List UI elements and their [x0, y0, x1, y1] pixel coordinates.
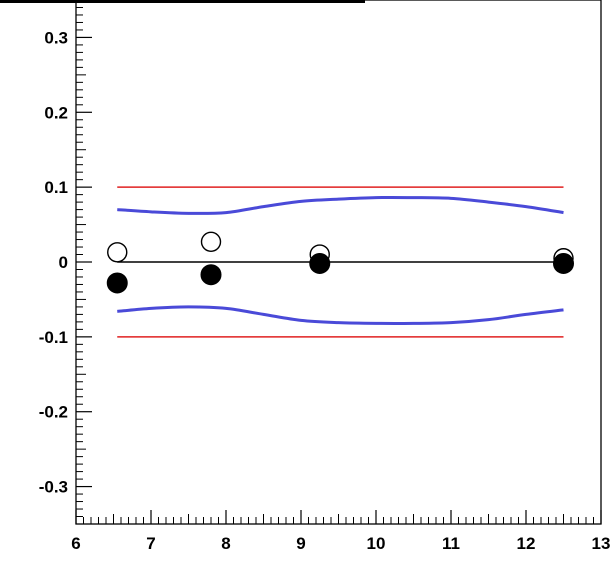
x-tick-label: 6: [71, 534, 80, 553]
x-tick-label: 13: [592, 534, 611, 553]
x-tick-label: 9: [296, 534, 305, 553]
open-circle-point: [200, 231, 222, 252]
envelope-curve: [117, 195, 564, 215]
y-tick-label: 0.3: [44, 28, 68, 47]
open-circle-point: [107, 242, 128, 263]
filled-circle-point: [106, 272, 128, 294]
filled-circle-point: [200, 264, 222, 286]
x-tick-label: 12: [517, 534, 536, 553]
x-tick-label: 11: [442, 534, 460, 553]
frame-top-edge: [0, 0, 365, 3]
filled-circle-point: [553, 252, 574, 274]
x-tick-label: 8: [221, 534, 230, 553]
envelope-curve: [117, 305, 564, 325]
y-tick-label: -0.2: [39, 403, 68, 422]
filled-circle-point: [309, 252, 331, 274]
y-tick-label: 0: [59, 253, 68, 272]
x-tick-label: 7: [146, 534, 155, 553]
y-tick-label: -0.1: [39, 328, 68, 347]
y-tick-label: 0.1: [44, 178, 68, 197]
x-tick-label: 10: [367, 534, 386, 553]
y-tick-label: 0.2: [44, 103, 68, 122]
y-tick-label: -0.3: [39, 478, 68, 497]
